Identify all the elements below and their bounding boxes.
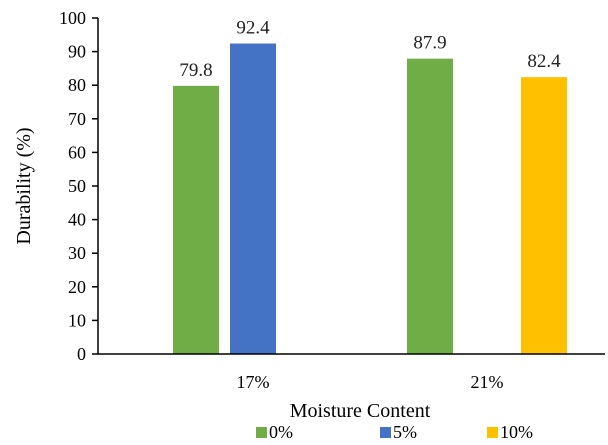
y-tick-label: 10 xyxy=(68,310,86,330)
y-tick-label: 0 xyxy=(77,344,86,364)
x-ticks-group: 17% 21% xyxy=(237,372,504,392)
y-tick-label: 80 xyxy=(68,75,86,95)
y-tick-label: 50 xyxy=(68,176,86,196)
y-tick-label: 40 xyxy=(68,210,86,230)
legend: 0% 5% 10% xyxy=(256,422,533,442)
y-tick-label: 30 xyxy=(68,243,86,263)
bar-5pct-17pct xyxy=(230,43,276,354)
x-tick-label: 21% xyxy=(471,372,504,392)
bar-10pct-21pct xyxy=(521,77,567,355)
bars-group xyxy=(173,43,567,355)
legend-label: 5% xyxy=(393,422,417,442)
data-label: 82.4 xyxy=(527,51,561,72)
y-ticks-group: 0 10 20 30 40 50 60 70 80 90 100 xyxy=(59,8,98,364)
y-tick-label: 100 xyxy=(59,8,86,28)
data-label: 92.4 xyxy=(236,18,270,39)
y-tick-label: 70 xyxy=(68,109,86,129)
y-axis-title: Durability (%) xyxy=(13,127,35,244)
legend-label: 0% xyxy=(269,422,293,442)
x-tick-label: 17% xyxy=(237,372,270,392)
data-label: 79.8 xyxy=(179,60,212,81)
bar-0pct-17pct xyxy=(173,85,219,354)
y-tick-label: 20 xyxy=(68,277,86,297)
data-label: 87.9 xyxy=(413,33,446,54)
y-tick-label: 60 xyxy=(68,142,86,162)
legend-swatch xyxy=(380,427,391,438)
data-labels-group: 79.8 87.9 92.4 82.4 xyxy=(179,18,561,81)
legend-swatch xyxy=(487,427,498,438)
y-tick-label: 90 xyxy=(68,42,86,62)
legend-label: 10% xyxy=(500,422,533,442)
bar-0pct-21pct xyxy=(407,58,453,354)
x-axis-title: Moisture Content xyxy=(290,400,431,422)
legend-swatch xyxy=(256,427,267,438)
